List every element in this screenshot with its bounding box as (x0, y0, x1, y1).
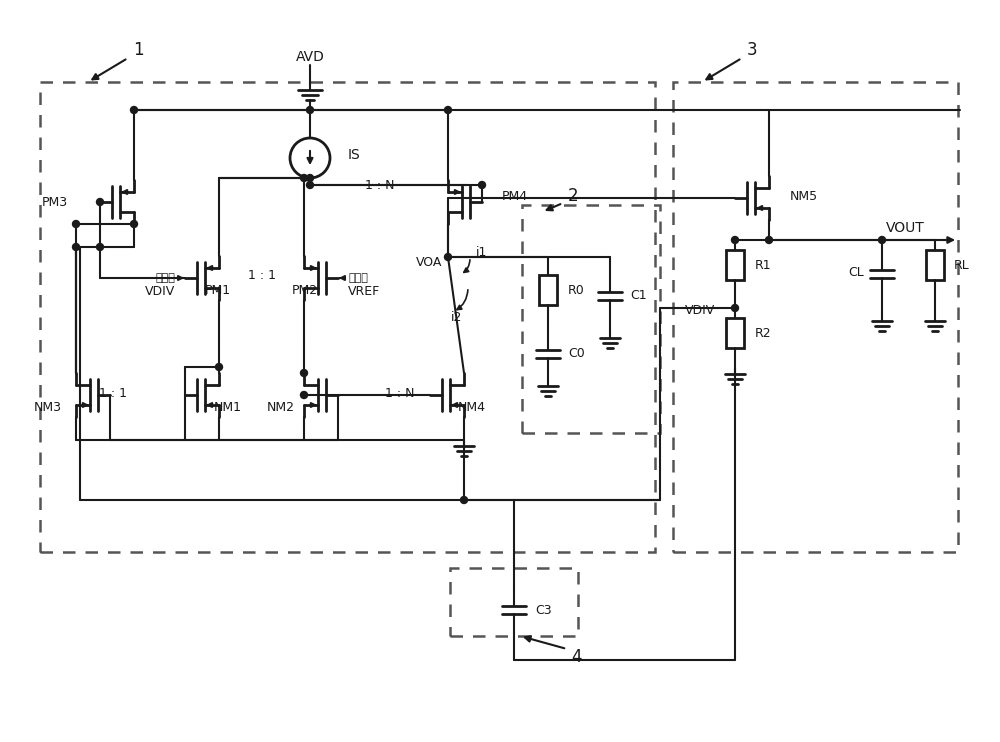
Text: VREF: VREF (348, 284, 380, 298)
Bar (673, 82, 958, 552)
Text: 反向端: 反向端 (155, 273, 175, 283)
Circle shape (97, 199, 104, 206)
Text: NM5: NM5 (790, 189, 818, 203)
Circle shape (301, 370, 308, 376)
Circle shape (445, 254, 452, 260)
Text: NM3: NM3 (34, 401, 62, 413)
Text: 4: 4 (572, 648, 582, 666)
Bar (450, 568, 578, 636)
Text: i1: i1 (476, 246, 487, 258)
Bar (926, 250, 944, 280)
Circle shape (766, 237, 772, 243)
Circle shape (307, 107, 314, 114)
Text: CL: CL (848, 266, 864, 278)
Text: VDIV: VDIV (145, 284, 175, 298)
Text: i2: i2 (451, 310, 462, 324)
Text: VOUT: VOUT (886, 221, 924, 235)
Bar (539, 275, 557, 305)
Text: PM4: PM4 (502, 189, 528, 203)
Text: NM1: NM1 (214, 401, 242, 413)
Circle shape (732, 237, 738, 243)
Text: VDIV: VDIV (685, 303, 715, 317)
Text: 3: 3 (747, 41, 757, 59)
Text: PM3: PM3 (42, 195, 68, 209)
Text: 1 : N: 1 : N (365, 179, 395, 191)
Text: C1: C1 (630, 289, 647, 301)
Circle shape (131, 107, 138, 114)
Text: 1 : 1: 1 : 1 (99, 387, 127, 399)
Text: IS: IS (348, 148, 361, 162)
Text: 正向端: 正向端 (348, 273, 368, 283)
Bar (726, 318, 744, 348)
Circle shape (73, 220, 80, 228)
Text: AVD: AVD (296, 50, 324, 64)
Circle shape (461, 496, 468, 504)
Text: PM2: PM2 (292, 283, 318, 297)
Text: C0: C0 (568, 347, 585, 360)
Circle shape (301, 392, 308, 398)
Circle shape (479, 182, 486, 188)
Circle shape (301, 174, 308, 182)
Circle shape (97, 243, 104, 251)
Text: R1: R1 (755, 258, 772, 272)
Text: 1 : N: 1 : N (385, 387, 415, 399)
Text: 1: 1 (133, 41, 143, 59)
Text: NM2: NM2 (267, 401, 295, 413)
Text: R2: R2 (755, 326, 772, 340)
Circle shape (131, 220, 138, 228)
Circle shape (879, 237, 886, 243)
Bar (726, 250, 744, 280)
Bar (40, 82, 655, 552)
Text: RL: RL (954, 258, 970, 272)
Text: PM1: PM1 (205, 283, 231, 297)
Circle shape (73, 243, 80, 251)
Circle shape (307, 182, 314, 188)
Circle shape (445, 107, 452, 114)
Text: NM4: NM4 (458, 401, 486, 413)
Circle shape (216, 364, 223, 370)
Circle shape (732, 304, 738, 312)
Text: VOA: VOA (416, 255, 442, 269)
Text: 1 : 1: 1 : 1 (248, 269, 276, 281)
Text: C3: C3 (535, 603, 552, 617)
Circle shape (307, 174, 314, 182)
Text: R0: R0 (568, 283, 585, 297)
Bar (522, 205, 660, 433)
Text: 2: 2 (568, 187, 578, 205)
